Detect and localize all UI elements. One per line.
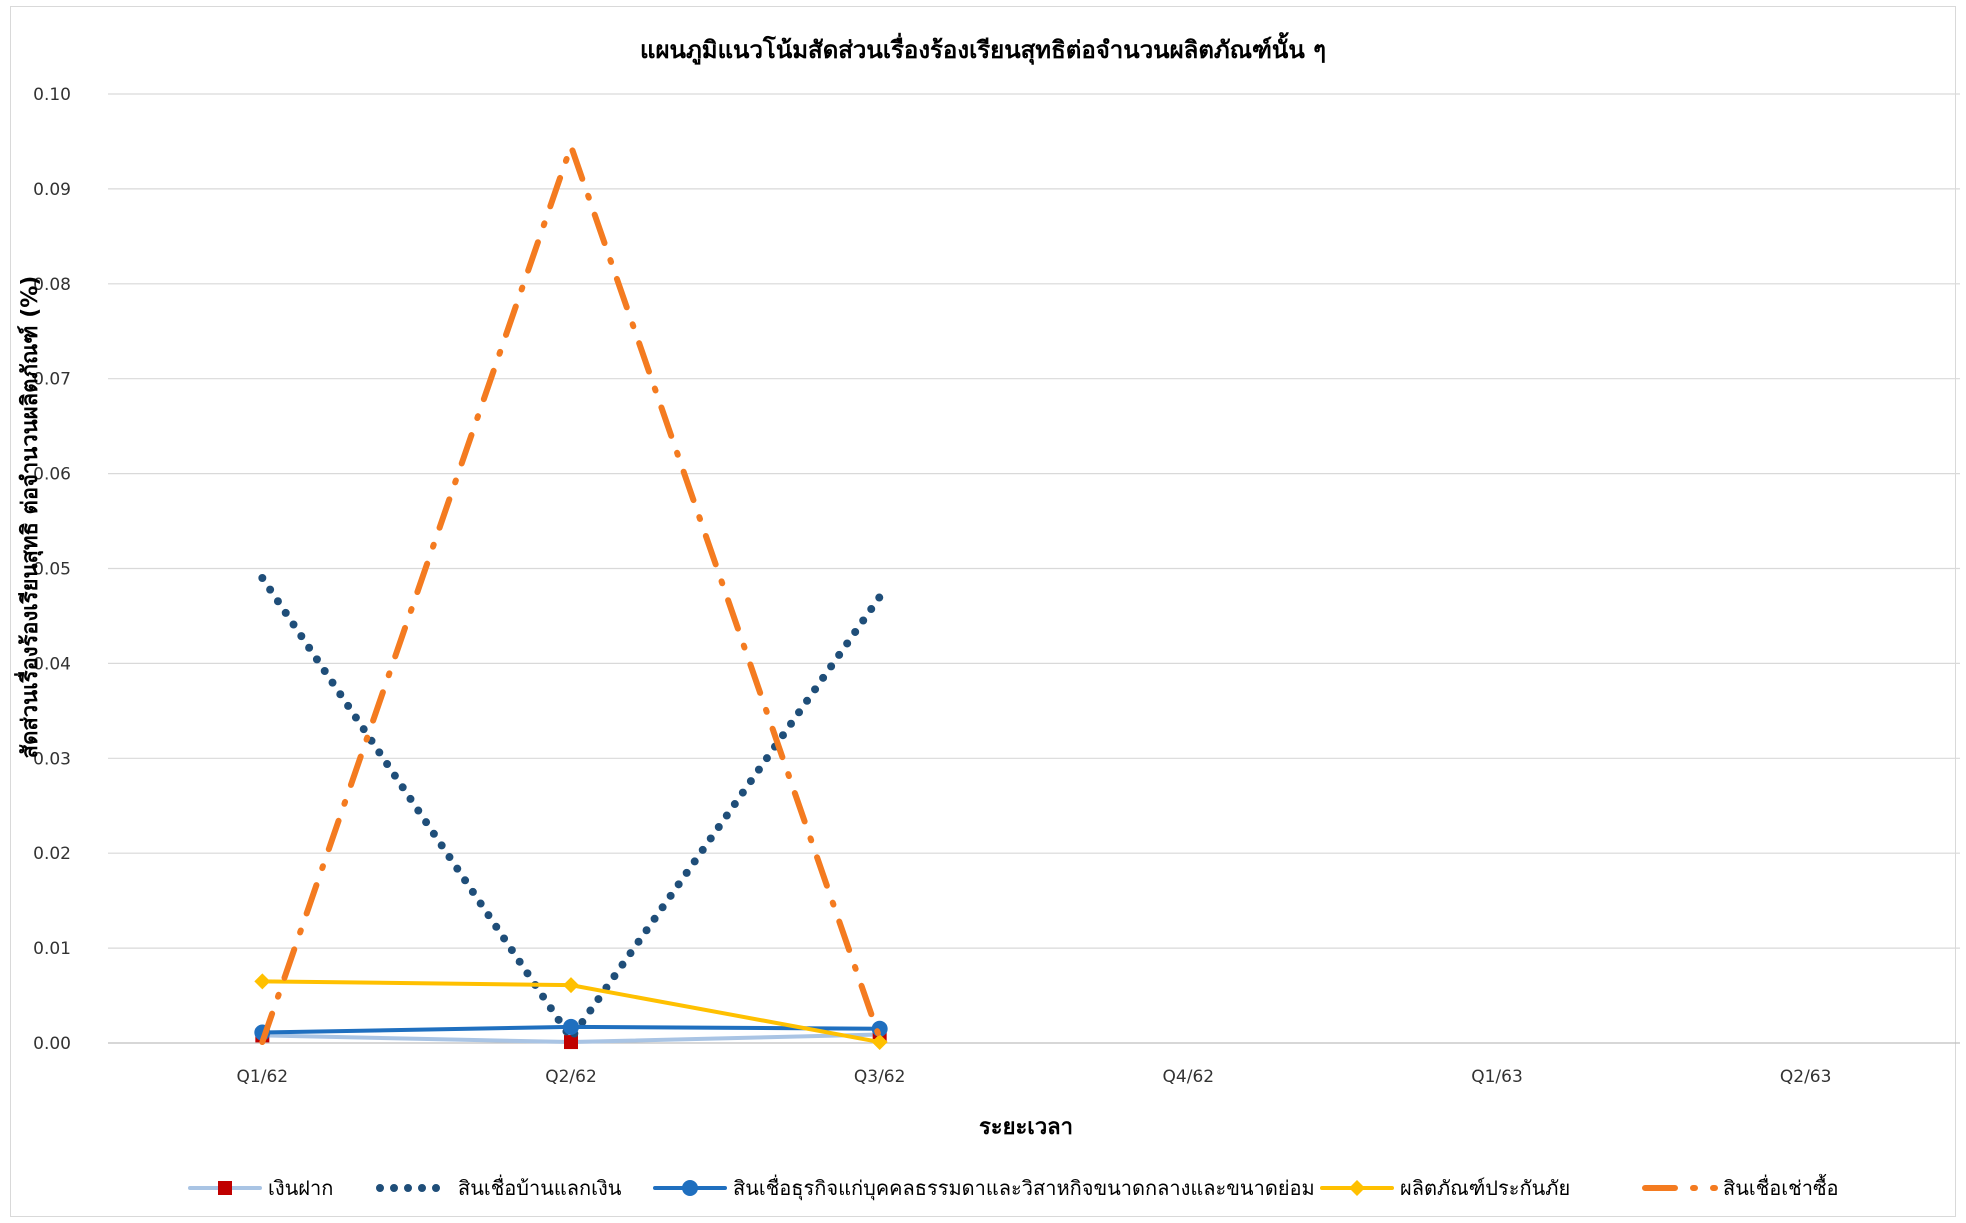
- legend-item: สินเชื่อเช่าซื้อ: [1642, 1174, 1839, 1200]
- legend-label: สินเชื่อบ้านแลกเงิน: [458, 1174, 622, 1200]
- data-point-marker: [563, 977, 579, 994]
- data-point-marker: [682, 1180, 698, 1196]
- y-tick-label: 0.02: [33, 844, 71, 864]
- x-tick-label: Q1/63: [1471, 1067, 1523, 1087]
- x-axis-title: ระยะเวลา: [979, 1115, 1073, 1140]
- y-tick-label: 0.09: [33, 180, 71, 200]
- data-point-marker: [563, 1018, 579, 1035]
- series-4: [254, 973, 888, 1051]
- y-tick-label: 0.00: [33, 1034, 71, 1054]
- x-tick-label: Q2/62: [545, 1067, 597, 1087]
- legend-label: เงินฝาก: [268, 1176, 333, 1200]
- legend-label: สินเชื่อเช่าซื้อ: [1723, 1174, 1839, 1200]
- y-tick-label: 0.07: [33, 370, 71, 390]
- chart-title: แผนภูมิแนวโน้มสัดส่วนเรื่องร้องเรียนสุทธ…: [640, 31, 1326, 66]
- series-line: [258, 573, 884, 1043]
- legend-item: เงินฝาก: [188, 1176, 333, 1200]
- y-tick-label: 0.08: [33, 275, 71, 295]
- x-tick-label: Q2/63: [1780, 1067, 1832, 1087]
- series-5: [259, 143, 883, 1046]
- legend-item: สินเชื่อธุรกิจแก่บุคคลธรรมดาและวิสาหกิจข…: [653, 1174, 1315, 1201]
- legend-item: สินเชื่อบ้านแลกเงิน: [376, 1174, 622, 1200]
- series-2: [258, 573, 884, 1043]
- series-layer: [254, 143, 888, 1051]
- data-point-marker: [564, 1035, 578, 1050]
- data-point-marker: [254, 973, 271, 990]
- data-point-marker: [218, 1181, 232, 1195]
- y-tick-label: 0.10: [33, 85, 71, 105]
- y-tick-label: 0.03: [33, 749, 71, 769]
- y-tick-label: 0.05: [33, 560, 71, 580]
- y-tick-label: 0.06: [33, 465, 71, 485]
- y-tick-label: 0.04: [33, 654, 71, 674]
- chart-frame: [10, 6, 1956, 1217]
- series-line: [259, 143, 883, 1046]
- x-tick-label: Q1/62: [237, 1067, 289, 1087]
- data-point-marker: [1349, 1180, 1365, 1196]
- legend-item: ผลิตภัณฑ์ประกันภัย: [1320, 1176, 1570, 1200]
- x-axis-ticks: Q1/62 Q2/62 Q3/62 Q4/62 Q1/63 Q2/63: [237, 1067, 1832, 1087]
- y-axis-ticks: 0.00 0.01 0.02 0.03 0.04 0.05 0.06 0.07 0.08 0.09…: [33, 85, 71, 1054]
- y-axis-title: สัดส่วนเรื่องร้องเรียนสุทธิ ต่อจำนวนผลิต…: [13, 276, 44, 759]
- x-tick-label: Q3/62: [854, 1067, 906, 1087]
- x-tick-label: Q4/62: [1163, 1067, 1215, 1087]
- legend: เงินฝาก สินเชื่อบ้านแลกเงิน สินเชื่อธุรกิจ…: [188, 1174, 1839, 1201]
- y-tick-label: 0.01: [33, 939, 71, 959]
- legend-label: ผลิตภัณฑ์ประกันภัย: [1400, 1176, 1570, 1200]
- gridlines: [108, 93, 1960, 1044]
- data-point-marker: [871, 1034, 888, 1051]
- legend-label: สินเชื่อธุรกิจแก่บุคคลธรรมดาและวิสาหกิจข…: [733, 1174, 1315, 1201]
